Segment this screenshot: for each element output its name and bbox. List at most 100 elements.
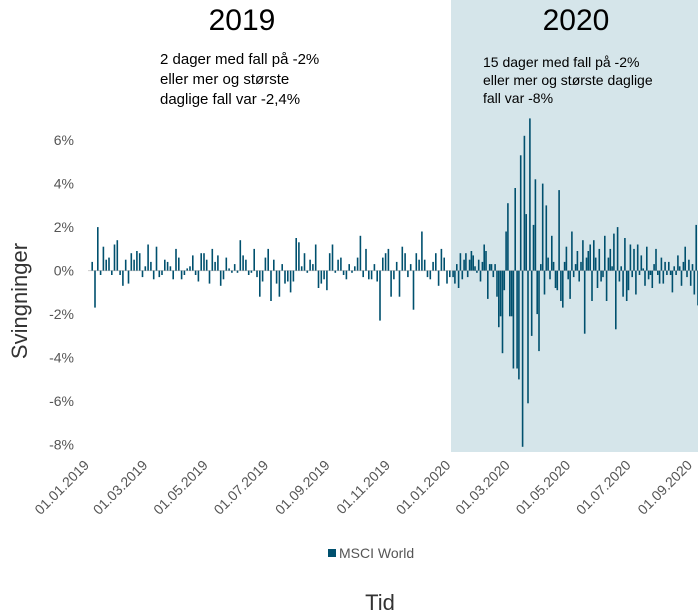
bar — [287, 270, 289, 282]
bar — [97, 227, 99, 271]
bar — [133, 259, 135, 271]
bar — [306, 270, 309, 273]
bar — [256, 270, 258, 278]
bar — [102, 246, 105, 271]
bar — [527, 270, 529, 404]
bar — [228, 268, 230, 271]
bar — [488, 264, 491, 271]
bar — [178, 257, 180, 271]
bar — [211, 248, 214, 271]
bar — [415, 253, 418, 271]
bar — [675, 270, 677, 275]
bar — [668, 261, 670, 271]
bar — [189, 266, 191, 271]
bars — [91, 118, 698, 447]
bar — [540, 264, 542, 271]
bar — [407, 270, 409, 278]
bar — [572, 270, 575, 278]
bar — [454, 270, 456, 284]
x-tick-label: 01.03.2020 — [452, 457, 513, 518]
bar — [111, 270, 113, 275]
bar — [587, 251, 590, 271]
bar — [449, 270, 451, 278]
bar — [596, 270, 599, 288]
bar — [644, 270, 646, 286]
bar — [516, 270, 518, 369]
bar — [647, 270, 650, 280]
bar — [113, 244, 116, 271]
bar — [580, 261, 582, 271]
bar — [423, 259, 426, 271]
bar — [635, 270, 637, 295]
y-tick-label: -2% — [49, 306, 74, 322]
bar — [289, 270, 292, 293]
bar — [468, 259, 471, 271]
bar — [337, 259, 339, 271]
x-tick-label: 01.09.2020 — [634, 457, 695, 518]
bar — [203, 253, 205, 271]
annotation-year-2019: 2019 — [208, 4, 276, 37]
bar — [267, 248, 269, 271]
x-tick-label: 01.11.2019 — [333, 457, 393, 517]
bar — [689, 270, 692, 286]
bar — [629, 244, 632, 271]
bar — [440, 248, 443, 271]
bar — [326, 270, 328, 291]
bar — [602, 270, 604, 278]
bar — [323, 270, 325, 280]
note-2020-line: eller mer og største daglige — [483, 72, 653, 88]
bar — [384, 253, 387, 271]
bar — [233, 264, 236, 271]
bar — [281, 264, 283, 271]
bar — [479, 270, 482, 282]
bar — [435, 253, 437, 271]
y-axis-label: Svingninger — [7, 242, 32, 360]
bar — [300, 266, 303, 271]
bar — [105, 259, 107, 271]
x-tick-label: 01.07.2020 — [573, 457, 634, 518]
bar — [543, 270, 546, 295]
bar — [642, 268, 644, 271]
note-2019-line: 2 dager med fall på -2% — [160, 51, 320, 68]
note-2020-line: 15 dager med fall på -2% — [483, 54, 640, 70]
bar — [552, 261, 555, 271]
bar — [591, 270, 593, 301]
bar — [653, 264, 655, 271]
bar — [688, 259, 690, 271]
y-tick-label: 2% — [54, 219, 74, 235]
bar — [404, 253, 406, 271]
bar — [108, 257, 110, 271]
bar — [532, 224, 535, 271]
bar — [172, 270, 174, 280]
highlight-2020-region — [451, 0, 698, 452]
bar — [616, 227, 619, 271]
bar — [138, 253, 141, 271]
bar — [646, 246, 648, 271]
bar — [421, 231, 423, 271]
bar — [664, 261, 666, 271]
bar — [487, 270, 489, 299]
x-tick-label: 01.05.2020 — [512, 457, 573, 518]
bar — [465, 253, 467, 271]
bar — [585, 257, 588, 271]
bar — [116, 240, 119, 271]
bar — [627, 270, 630, 291]
bar — [295, 238, 297, 271]
bar — [633, 248, 635, 271]
bar — [605, 270, 608, 301]
bar — [166, 261, 169, 271]
bar — [136, 251, 138, 271]
x-tick-label: 01.01.2019 — [31, 457, 92, 518]
bar — [242, 255, 244, 271]
bar — [636, 244, 639, 271]
bar — [680, 270, 683, 286]
bar — [541, 183, 544, 271]
bar — [510, 270, 513, 317]
bar — [426, 270, 429, 278]
x-tick-label: 01.05.2019 — [150, 457, 211, 518]
bar — [312, 264, 314, 271]
bar — [631, 270, 633, 278]
bar — [589, 244, 591, 271]
